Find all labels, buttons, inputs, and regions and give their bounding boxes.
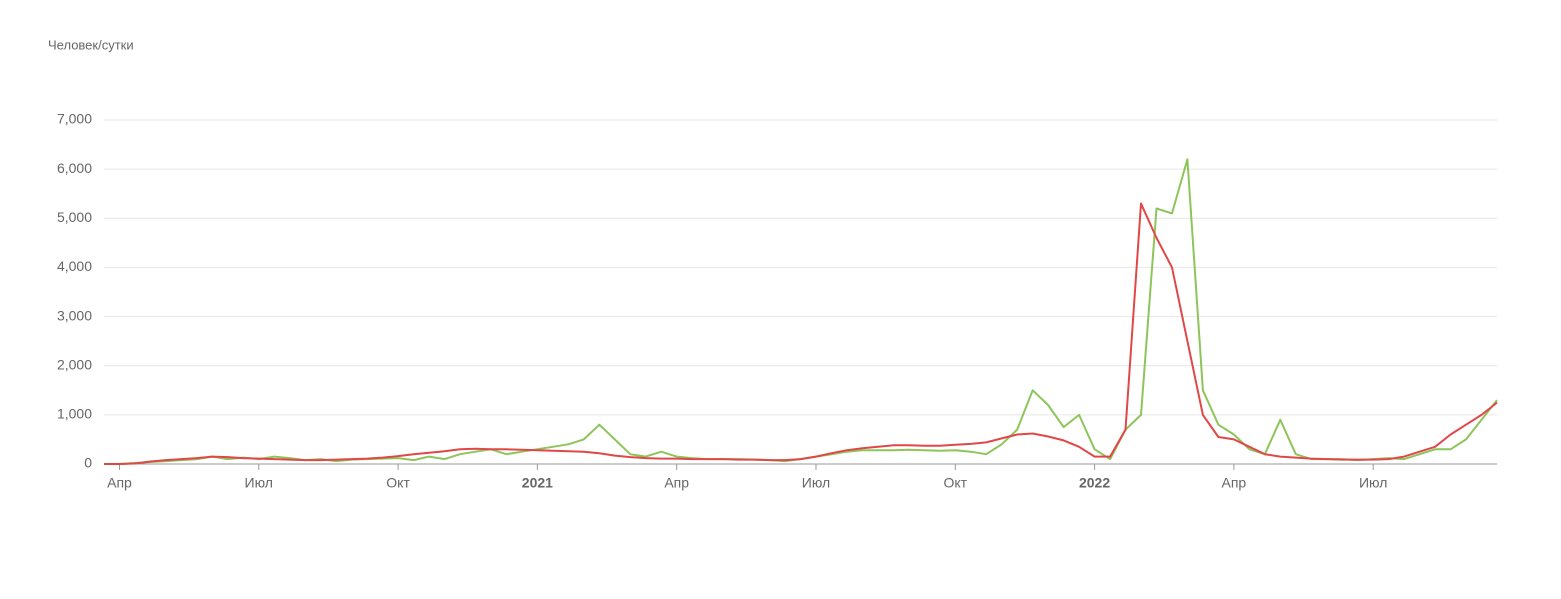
x-tick-label: Окт (386, 475, 410, 491)
y-tick-label: 7,000 (57, 111, 92, 127)
y-tick-label: 5,000 (57, 209, 92, 225)
x-tick-label: Окт (943, 475, 967, 491)
x-tick-label: Апр (664, 475, 689, 491)
y-tick-label: 6,000 (57, 160, 92, 176)
x-tick-label: Июл (1359, 475, 1387, 491)
x-tick-label: 2021 (522, 475, 553, 491)
x-tick-label: 2022 (1079, 475, 1110, 491)
y-tick-label: 3,000 (57, 307, 92, 323)
x-tick-label: Июл (802, 475, 830, 491)
x-tick-label: Апр (1222, 475, 1247, 491)
x-tick-label: Апр (107, 475, 132, 491)
series-line (104, 158, 1498, 465)
y-tick-label: 1,000 (57, 406, 92, 422)
y-tick-label: 0 (84, 455, 92, 471)
series-line (104, 202, 1498, 465)
y-axis-label: Человек/сутки (48, 37, 134, 52)
y-tick-label: 2,000 (57, 356, 92, 372)
y-tick-label: 4,000 (57, 258, 92, 274)
x-tick-label: Июл (245, 475, 273, 491)
